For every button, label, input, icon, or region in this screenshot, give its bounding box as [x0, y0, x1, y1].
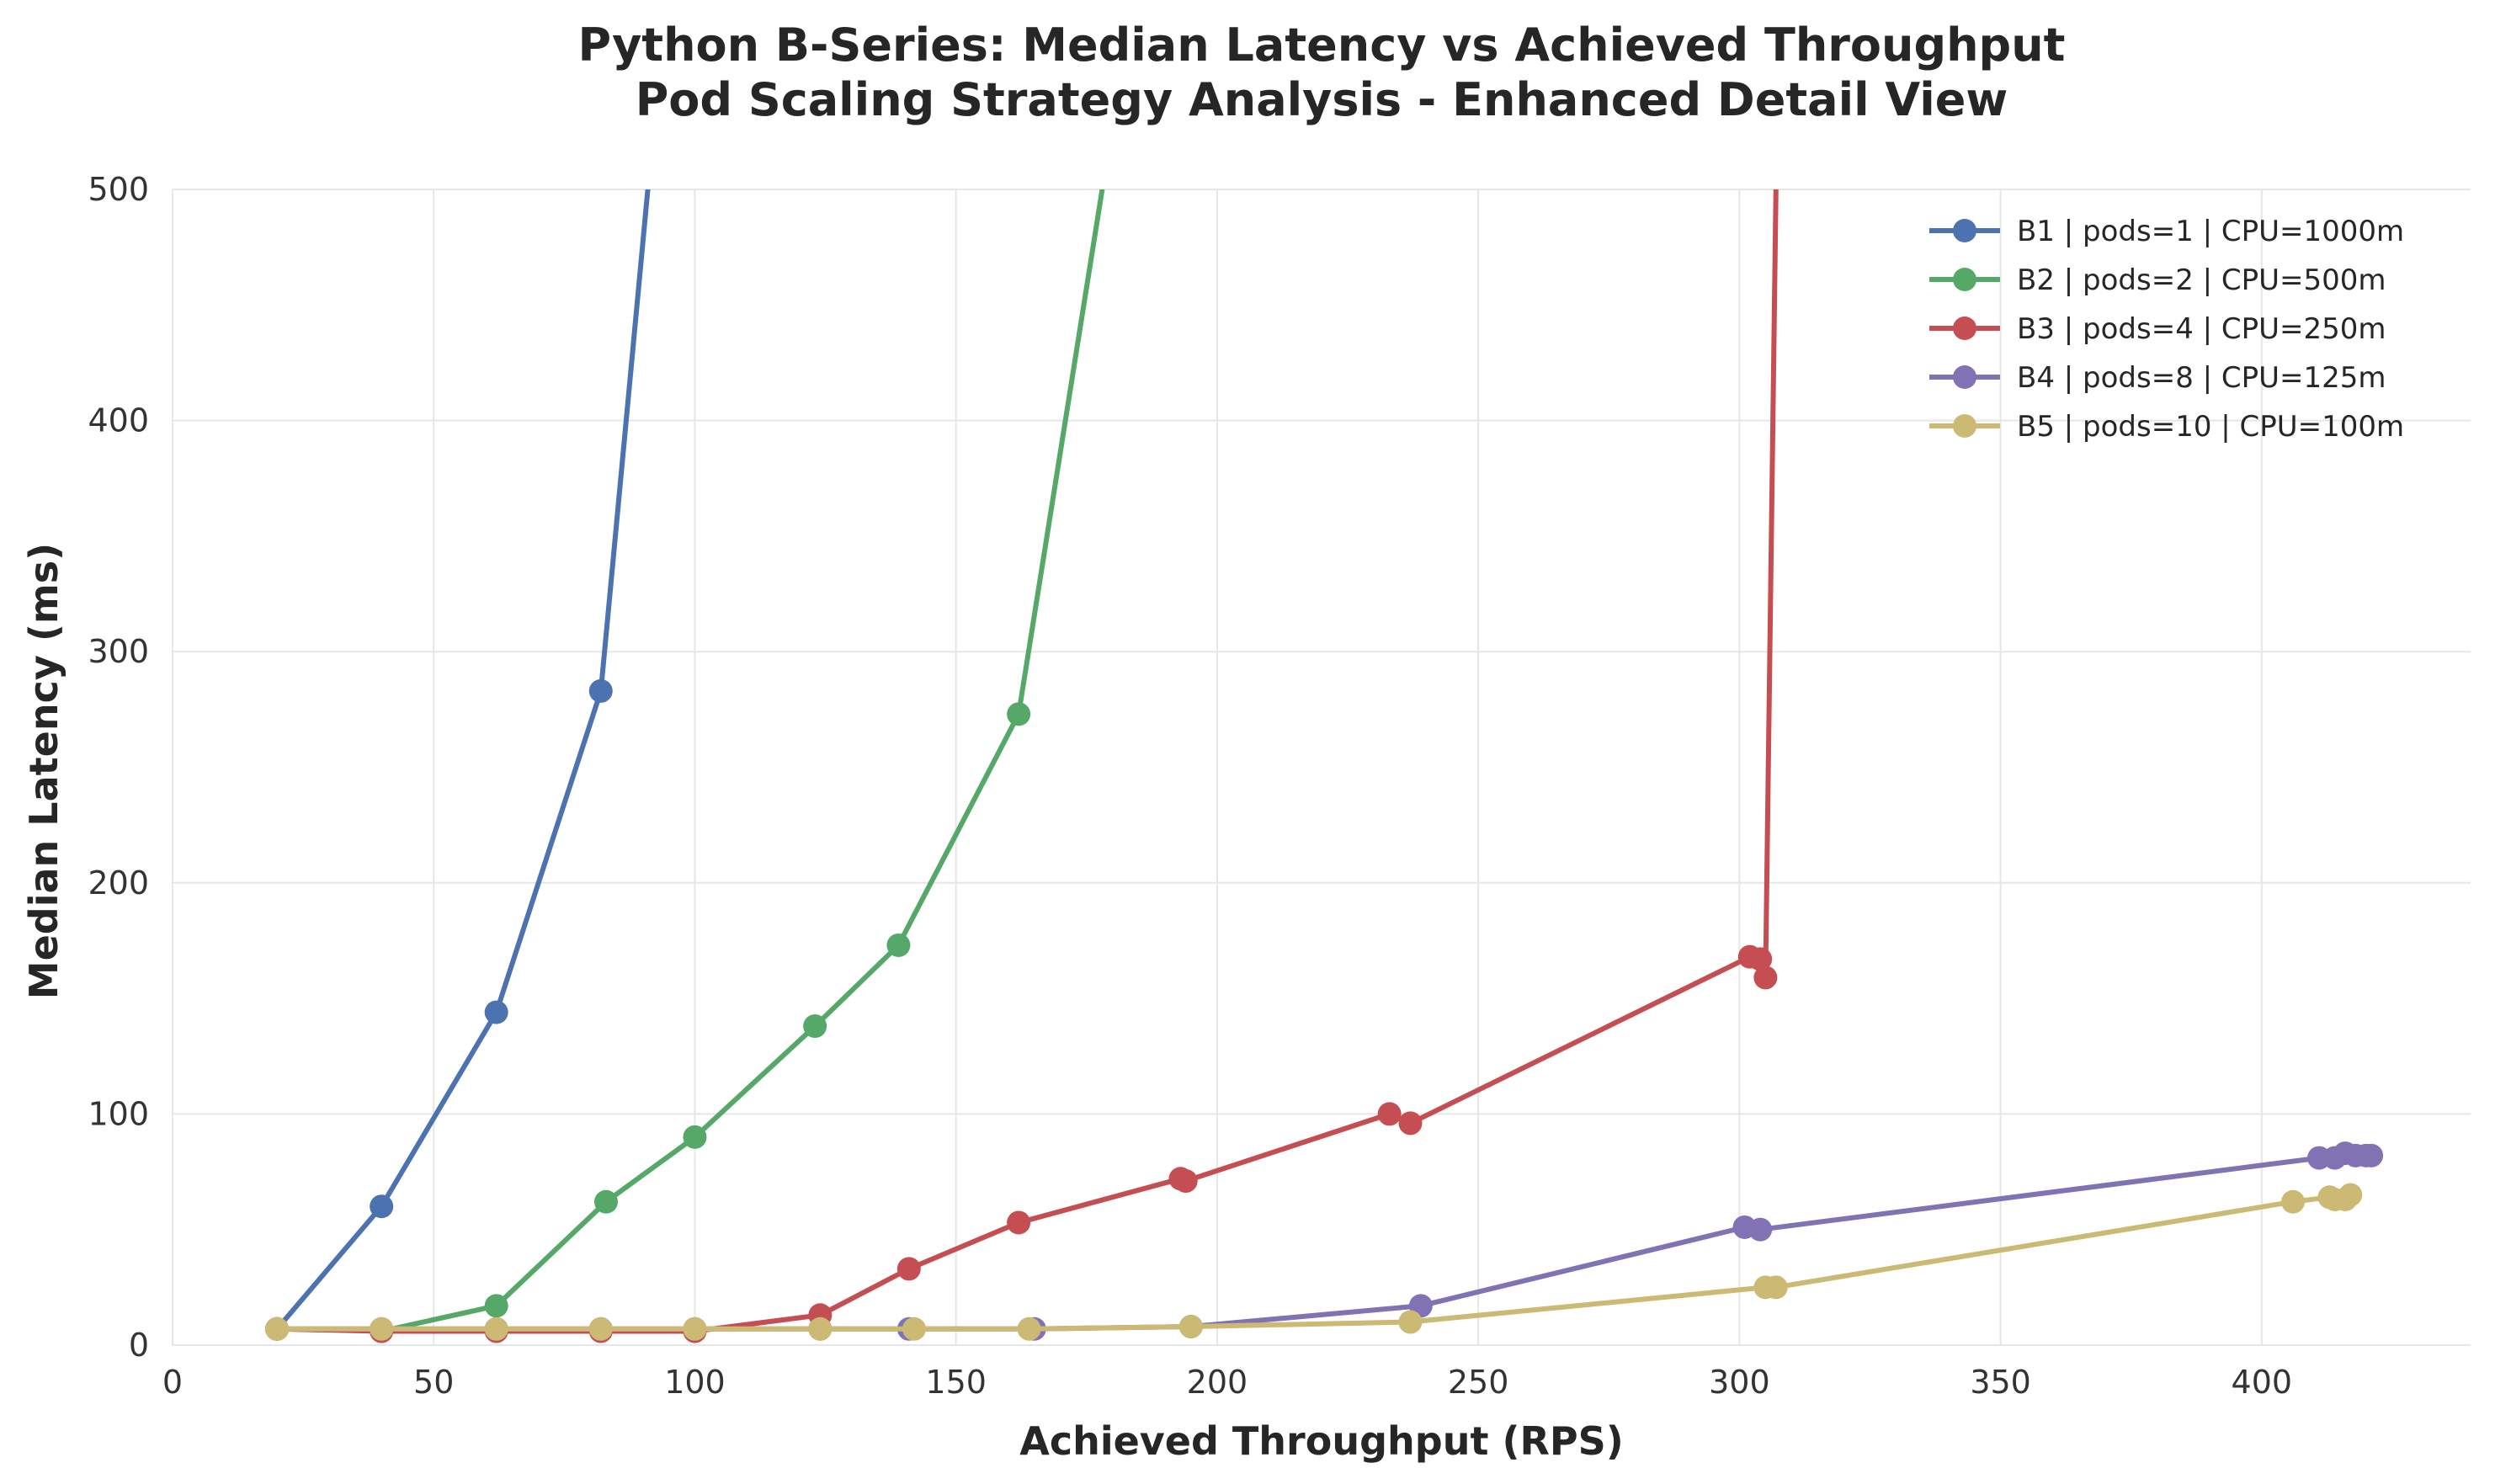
series-2	[370, 189, 1105, 1343]
series-1	[265, 189, 651, 1341]
data-point	[808, 1316, 833, 1341]
data-point	[902, 1316, 927, 1341]
y-tick-label: 0	[129, 1327, 149, 1364]
series-5	[265, 1183, 2363, 1341]
series-lines	[265, 189, 2384, 1343]
data-point	[2338, 1183, 2363, 1207]
series-3	[265, 189, 1779, 1343]
legend-marker	[1953, 316, 1976, 340]
data-point	[1398, 1310, 1423, 1334]
data-point	[484, 1294, 508, 1318]
x-tick-label: 150	[925, 1364, 987, 1401]
data-point	[588, 1316, 613, 1341]
data-point	[588, 678, 613, 703]
legend-entry-label: B4 | pods=8 | CPU=125m	[2017, 361, 2386, 395]
series-line	[274, 189, 1779, 1334]
data-point	[1748, 947, 1773, 971]
data-point	[1173, 1169, 1198, 1194]
data-point	[1007, 702, 1031, 726]
data-point	[370, 1194, 394, 1219]
y-tick-label: 100	[88, 1095, 149, 1132]
data-point	[803, 1014, 827, 1039]
x-tick-label: 400	[2232, 1364, 2293, 1401]
y-tick-label: 400	[88, 402, 149, 439]
data-point	[1377, 1102, 1402, 1126]
data-point	[2281, 1189, 2306, 1214]
data-point	[1764, 1275, 1788, 1300]
legend-entry-label: B1 | pods=1 | CPU=1000m	[2017, 215, 2404, 248]
x-axis-label: Achieved Throughput (RPS)	[1019, 1418, 1624, 1464]
chart-title: Python B-Series: Median Latency vs Achie…	[578, 19, 2066, 72]
y-axis-label: Median Latency (ms)	[21, 543, 66, 999]
data-point	[1753, 965, 1778, 990]
series-line	[274, 189, 651, 1332]
legend-marker	[1953, 219, 1976, 242]
x-tick-label: 100	[664, 1364, 726, 1401]
legend-entry-label: B2 | pods=2 | CPU=500m	[2017, 263, 2386, 297]
data-point	[1017, 1316, 1041, 1341]
y-tick-label: 200	[88, 864, 149, 902]
data-point	[2359, 1143, 2384, 1168]
y-tick-label: 500	[88, 171, 149, 208]
data-point	[265, 1316, 290, 1341]
data-point	[1007, 1210, 1031, 1235]
x-tick-label: 50	[413, 1364, 454, 1401]
x-tick-label: 200	[1187, 1364, 1248, 1401]
x-tick-label: 250	[1448, 1364, 1509, 1401]
grid-lines	[172, 189, 2471, 1346]
data-point	[484, 1000, 508, 1024]
legend-entry-label: B3 | pods=4 | CPU=250m	[2017, 312, 2386, 346]
series-line	[274, 1192, 2354, 1332]
data-point	[683, 1316, 707, 1341]
data-point	[1178, 1315, 1203, 1339]
series-line	[379, 189, 1105, 1334]
data-point	[1398, 1111, 1423, 1136]
data-point	[886, 933, 911, 957]
tick-labels: 0 50 100 150 200 250 300 350 400 0 100 200 300 400 500	[88, 171, 2292, 1401]
legend-marker	[1953, 268, 1976, 291]
chart-subtitle: Pod Scaling Strategy Analysis - Enhanced…	[636, 73, 2008, 126]
data-point	[370, 1316, 394, 1341]
y-tick-label: 300	[88, 633, 149, 670]
data-point	[683, 1125, 707, 1149]
x-tick-label: 300	[1709, 1364, 1770, 1401]
data-point	[1748, 1217, 1773, 1242]
x-tick-label: 0	[162, 1364, 183, 1401]
legend-marker	[1953, 414, 1976, 438]
legend: B1 | pods=1 | CPU=1000m B2 | pods=2 | CPU…	[1929, 215, 2404, 444]
data-point	[484, 1316, 508, 1341]
data-point	[593, 1189, 618, 1214]
x-tick-label: 350	[1970, 1364, 2031, 1401]
data-point	[896, 1257, 921, 1281]
legend-marker	[1953, 365, 1976, 389]
legend-entry-label: B5 | pods=10 | CPU=100m	[2017, 410, 2404, 444]
